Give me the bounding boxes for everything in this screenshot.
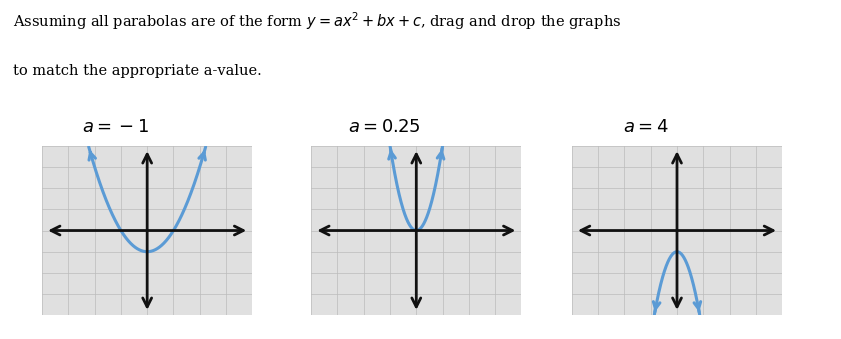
Text: to match the appropriate a-value.: to match the appropriate a-value.	[13, 64, 262, 78]
Text: $a = -1$: $a = -1$	[82, 118, 149, 136]
Text: $a = 0.25$: $a = 0.25$	[348, 118, 421, 136]
Text: $a = 4$: $a = 4$	[622, 118, 669, 136]
Text: Assuming all parabolas are of the form $y = ax^2 + bx + c$, drag and drop the gr: Assuming all parabolas are of the form $…	[13, 10, 621, 32]
